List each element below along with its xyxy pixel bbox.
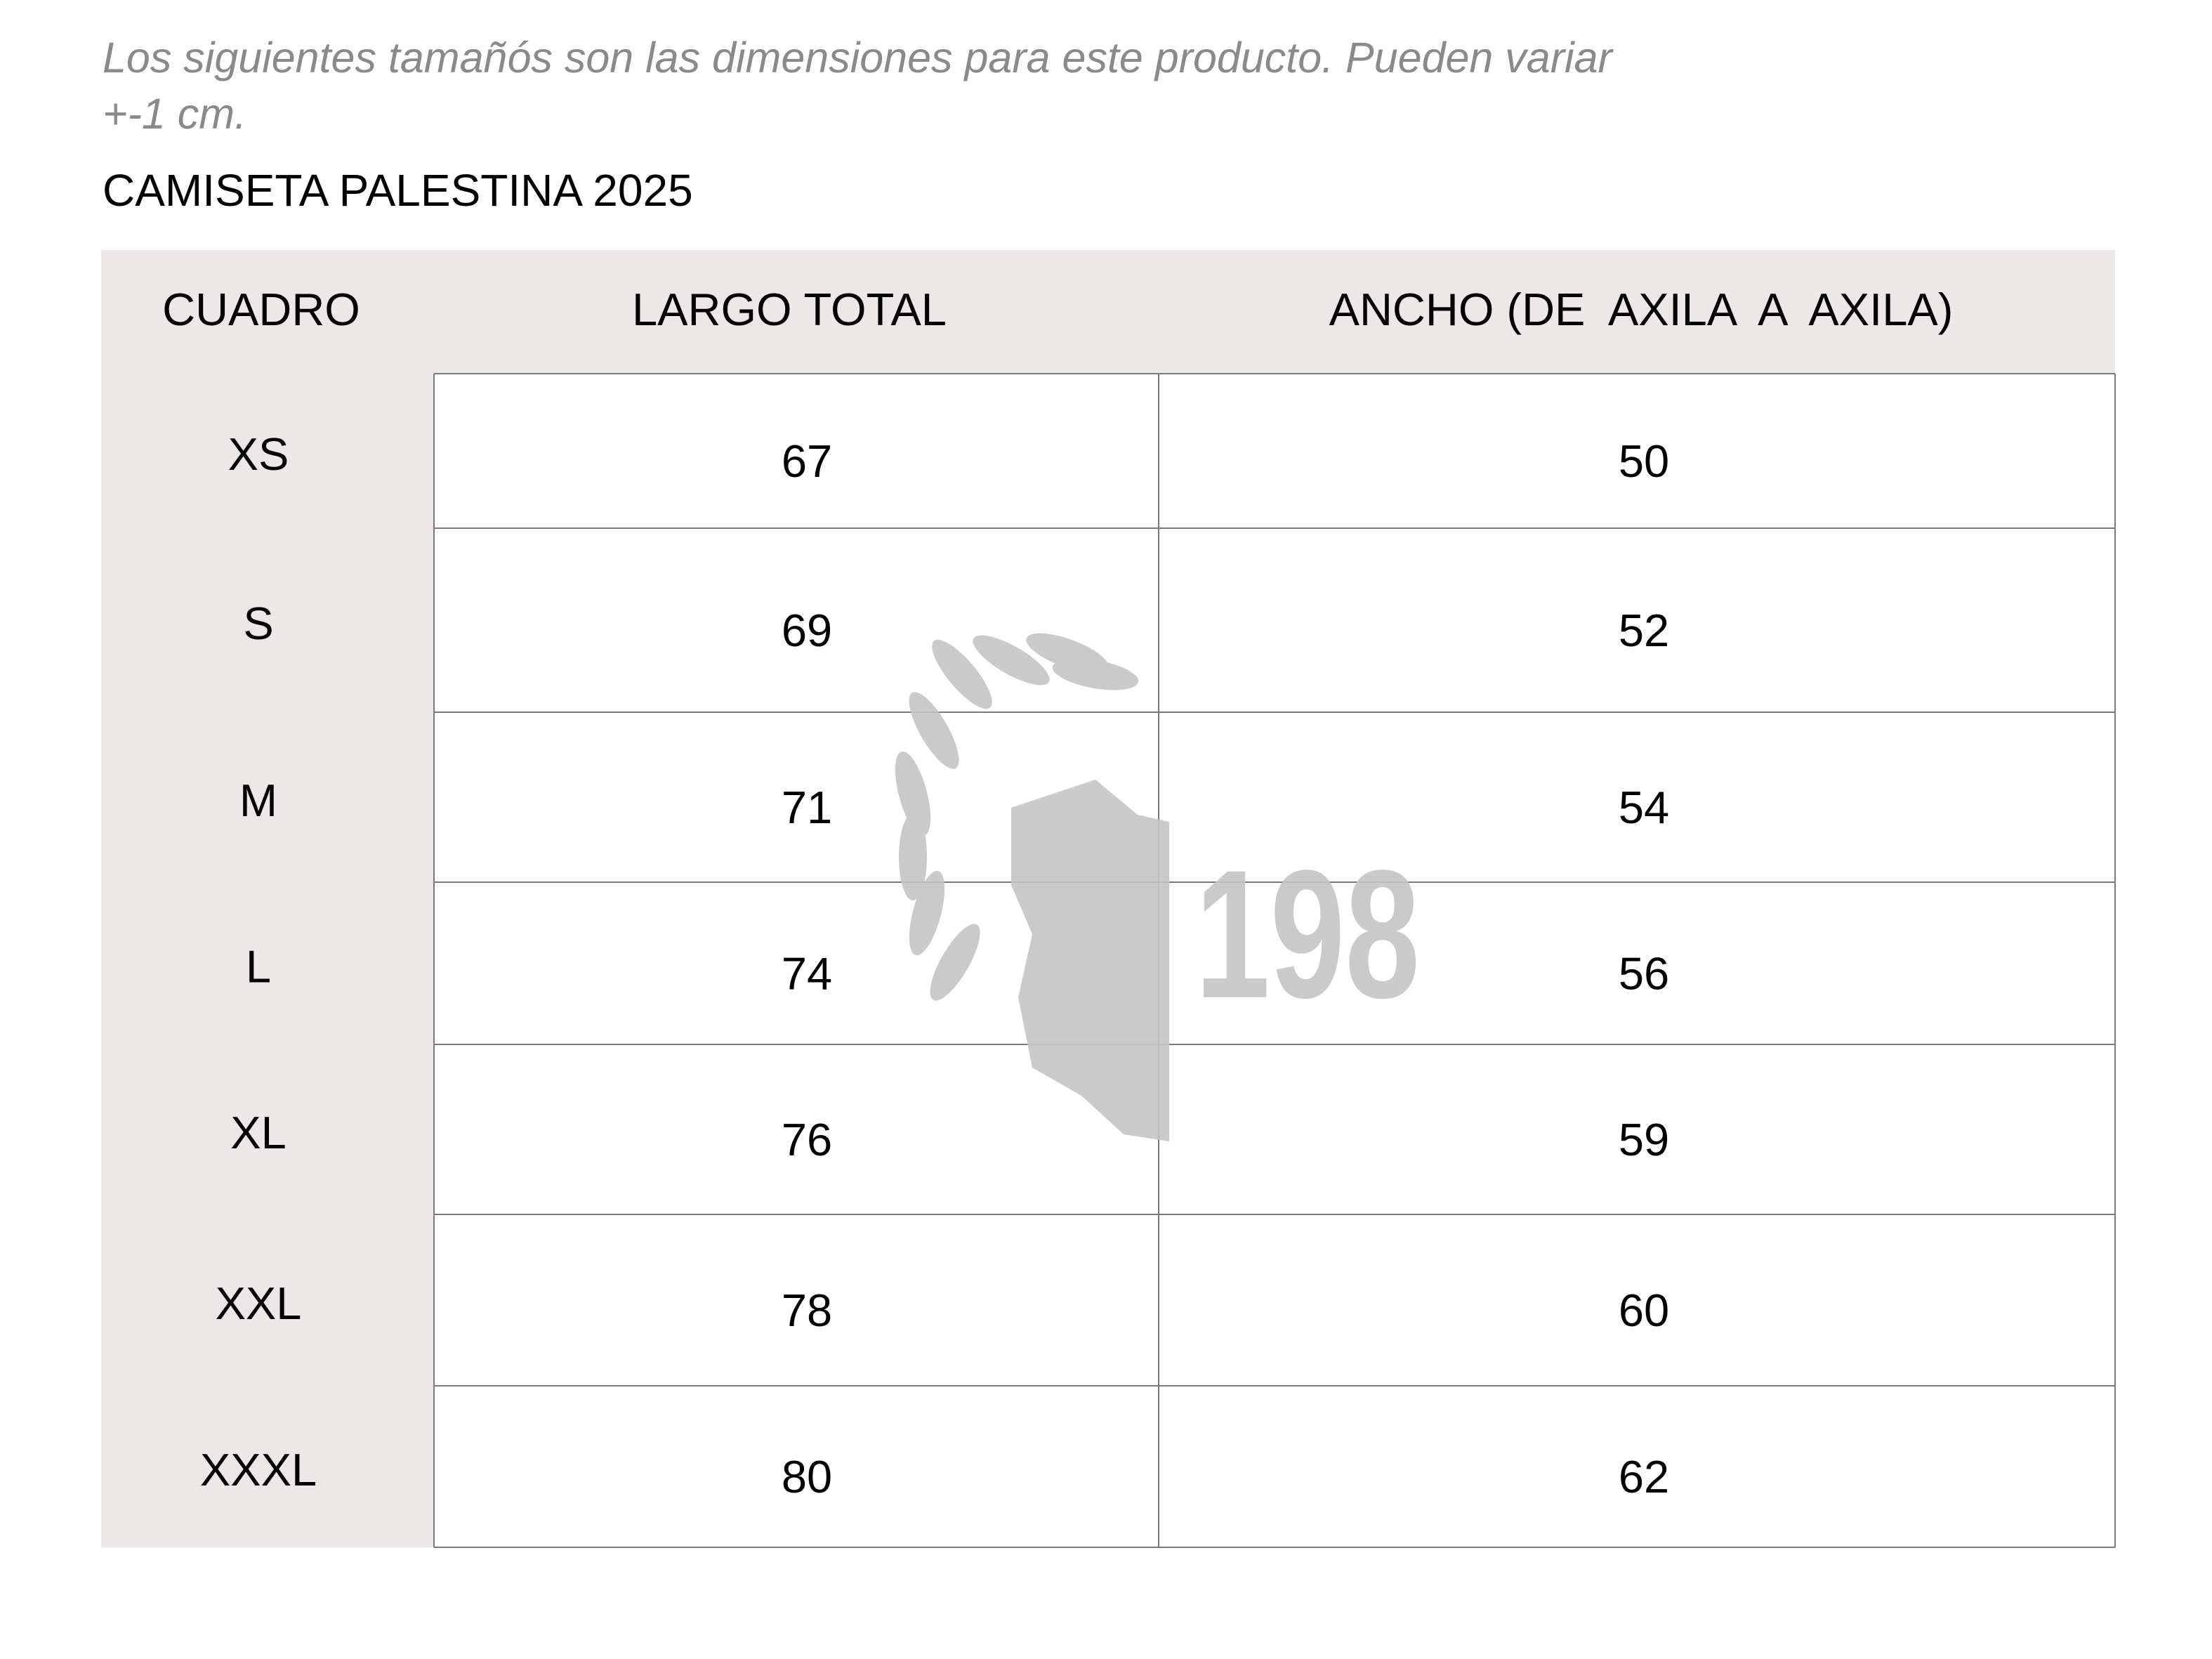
measurement: 76 bbox=[782, 1114, 832, 1165]
size-label: XXL bbox=[216, 1278, 302, 1329]
watermark-leaf bbox=[895, 751, 931, 837]
measurement: 59 bbox=[1619, 1114, 1669, 1165]
size-label: XL bbox=[230, 1107, 287, 1158]
size-label: S bbox=[243, 598, 273, 649]
header-background bbox=[101, 250, 2115, 374]
measurement: 54 bbox=[1619, 782, 1669, 833]
measurement: 60 bbox=[1619, 1285, 1669, 1336]
watermark-leaf bbox=[973, 635, 1050, 686]
watermark-leaf bbox=[932, 639, 992, 709]
watermark-leaf bbox=[930, 924, 980, 1001]
watermark-face bbox=[1011, 780, 1169, 1141]
measurement: 62 bbox=[1619, 1451, 1669, 1502]
measurement: 78 bbox=[782, 1285, 832, 1336]
measurement: 52 bbox=[1619, 605, 1669, 656]
measurement: 80 bbox=[782, 1451, 832, 1502]
watermark-leaf bbox=[909, 692, 959, 769]
header-cell: LARGO TOTAL bbox=[632, 284, 947, 335]
header-cell: ANCHO (DE AXILA A AXILA) bbox=[1329, 284, 1954, 335]
watermark: 198 bbox=[895, 633, 1420, 1141]
size-label: XS bbox=[228, 428, 289, 480]
size-table: 198 CUADRO LARGO TOTAL ANCHO (DE AXILA A AX… bbox=[101, 250, 2116, 1548]
measurement: 50 bbox=[1619, 435, 1669, 487]
measurement: 71 bbox=[782, 782, 832, 833]
measurement: 56 bbox=[1619, 948, 1669, 999]
measurement: 67 bbox=[782, 435, 832, 487]
header-cell: CUADRO bbox=[162, 284, 360, 335]
watermark-leaf bbox=[909, 870, 945, 956]
watermark-leaf bbox=[1052, 658, 1139, 690]
size-column-background bbox=[101, 374, 434, 1547]
measurement: 74 bbox=[782, 948, 832, 999]
measurement: 69 bbox=[782, 605, 832, 656]
size-label: M bbox=[239, 775, 277, 826]
product-title: CAMISETA PALESTINA 2025 bbox=[103, 165, 693, 216]
size-label: L bbox=[246, 941, 271, 992]
size-label: XXXL bbox=[200, 1444, 317, 1495]
note-line: Los siguientes tamañós son las dimension… bbox=[103, 34, 1614, 81]
watermark-text: 198 bbox=[1195, 833, 1420, 1037]
watermark-leaf bbox=[899, 813, 927, 900]
note-line: +-1 cm. bbox=[103, 90, 246, 138]
